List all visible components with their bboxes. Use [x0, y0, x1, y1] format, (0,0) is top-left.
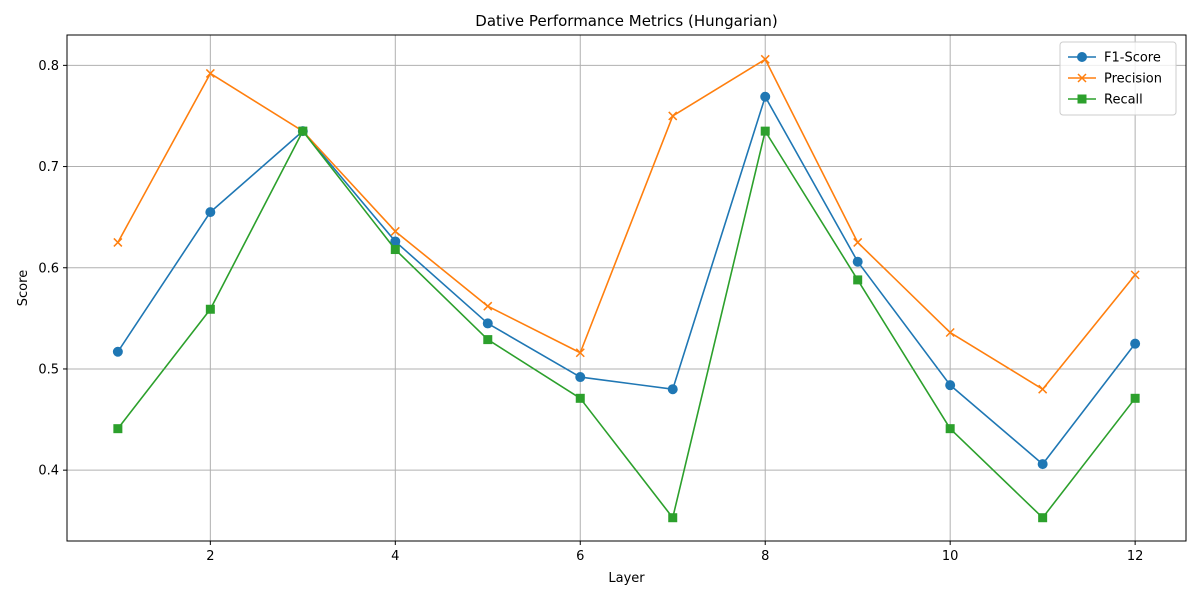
series-recall — [113, 126, 1140, 523]
data-point-recall — [1038, 513, 1048, 523]
data-point-recall — [575, 393, 585, 403]
data-point-precision — [945, 327, 955, 338]
data-point-recall — [113, 424, 123, 434]
data-point-recall — [298, 126, 308, 136]
data-point-precision — [483, 301, 493, 311]
series-group — [112, 54, 1141, 523]
x-tick-label: 8 — [761, 549, 769, 564]
data-point-precision — [1038, 384, 1048, 394]
legend-label: F1-Score — [1104, 51, 1161, 66]
data-point-f1-score — [1037, 459, 1048, 470]
grid-lines — [67, 35, 1186, 541]
x-tick-label: 4 — [391, 549, 399, 564]
data-point-precision — [668, 111, 678, 121]
y-axis-label: Score — [16, 270, 31, 306]
data-point-recall — [390, 245, 400, 255]
data-point-f1-score — [945, 380, 956, 391]
legend-label: Precision — [1104, 72, 1162, 87]
legend-marker — [1077, 73, 1087, 83]
data-point-precision — [1130, 270, 1140, 280]
data-point-precision — [575, 348, 585, 358]
data-point-f1-score — [667, 384, 678, 395]
legend-item-precision: Precision — [1068, 72, 1162, 87]
y-tick-label: 0.7 — [38, 160, 59, 175]
legend-box — [1059, 41, 1177, 116]
x-tick-label: 2 — [206, 549, 214, 564]
data-point-f1-score — [482, 318, 493, 329]
data-point-recall — [1130, 393, 1140, 403]
series-precision — [113, 54, 1140, 394]
data-point-precision — [853, 237, 863, 247]
x-tick-label: 10 — [942, 549, 959, 564]
legend: F1-Score Precision Recall — [1059, 41, 1177, 116]
data-point-recall — [853, 275, 863, 285]
series-line-precision — [117, 58, 1136, 391]
legend-label: Recall — [1104, 93, 1143, 108]
series-line-f1-score — [117, 95, 1136, 465]
data-point-f1-score — [575, 372, 586, 383]
data-point-f1-score — [852, 256, 863, 267]
legend-item-f1-score: F1-Score — [1068, 51, 1161, 66]
data-point-f1-score — [760, 91, 771, 102]
x-tick-label: 12 — [1127, 549, 1144, 564]
data-point-f1-score — [112, 346, 123, 357]
chart-title: Dative Performance Metrics (Hungarian) — [475, 12, 777, 30]
data-point-f1-score — [205, 207, 216, 218]
data-point-precision — [205, 68, 215, 78]
data-point-recall — [205, 304, 215, 314]
data-point-precision — [760, 54, 770, 64]
data-point-recall — [483, 335, 493, 345]
x-tick-label: 6 — [576, 549, 584, 564]
axis-ticks: 2 4 6 8 10 12 0.4 0.5 0.6 0.7 0.8 — [38, 59, 1143, 564]
legend-marker — [1077, 94, 1087, 104]
data-point-recall — [945, 424, 955, 434]
data-point-f1-score — [1130, 338, 1141, 349]
series-line-recall — [117, 130, 1136, 519]
y-tick-label: 0.6 — [38, 261, 59, 276]
data-point-recall — [760, 126, 770, 136]
y-tick-label: 0.4 — [38, 464, 59, 479]
data-point-precision — [390, 226, 400, 236]
plot-frame — [66, 34, 1187, 542]
data-point-precision — [113, 237, 123, 247]
series-f1-score — [112, 91, 1141, 470]
legend-marker — [1077, 52, 1087, 62]
y-tick-label: 0.8 — [38, 59, 59, 74]
data-point-recall — [668, 513, 678, 523]
y-tick-label: 0.5 — [38, 362, 59, 377]
x-axis-label: Layer — [608, 571, 645, 586]
legend-item-recall: Recall — [1068, 93, 1143, 108]
